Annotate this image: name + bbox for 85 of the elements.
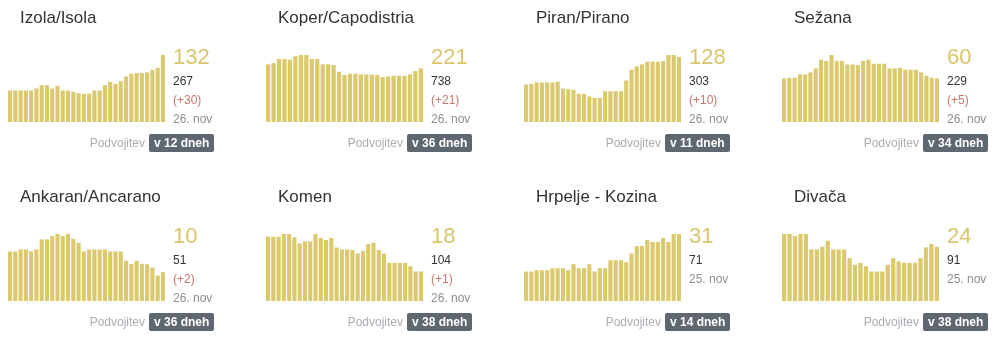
chart-title: Izola/Isola <box>20 8 98 27</box>
text: v 34 dneh <box>923 134 989 152</box>
text: 25. nov <box>947 272 987 286</box>
text: v 12 dneh <box>149 134 215 152</box>
bar <box>876 63 882 122</box>
bar <box>102 85 108 122</box>
text: 71 <box>689 253 703 267</box>
text: 51 <box>173 253 187 267</box>
bar <box>8 90 13 122</box>
bar <box>44 85 50 122</box>
bar <box>524 271 529 301</box>
chart-title: Koper/Capodistria <box>278 8 415 27</box>
text: 91 <box>947 253 961 267</box>
bar <box>897 67 903 122</box>
bar <box>676 57 681 122</box>
text: (+10) <box>689 93 718 107</box>
text: 26. nov <box>173 112 213 126</box>
text: Podvojitev <box>347 136 403 150</box>
bar <box>102 249 108 301</box>
bar <box>381 253 387 301</box>
bar <box>65 234 71 301</box>
bar <box>302 241 308 301</box>
text: (+2) <box>173 272 195 286</box>
text: (+30) <box>173 93 202 107</box>
chart-title: Piran/Pirano <box>536 8 630 27</box>
text: Podvojitev <box>605 315 661 329</box>
bar <box>160 55 165 122</box>
text: 31 <box>689 223 714 248</box>
chart-title: Divača <box>794 187 847 206</box>
text: (+21) <box>431 93 460 107</box>
text: 132 <box>173 44 210 69</box>
text: 128 <box>689 44 726 69</box>
text: v 11 dneh <box>665 134 730 152</box>
text: 738 <box>431 74 452 88</box>
text: 25. nov <box>689 272 729 286</box>
bar <box>65 90 71 122</box>
text: v 38 dneh <box>407 313 473 331</box>
text: 221 <box>431 44 468 69</box>
text: 26. nov <box>431 112 471 126</box>
chart-title: Ankaran/Ancarano <box>20 187 161 206</box>
bar <box>8 251 13 301</box>
bar <box>418 271 423 301</box>
chart-title: Komen <box>278 187 332 206</box>
bar <box>266 236 271 301</box>
bar <box>782 78 787 122</box>
text: 104 <box>431 253 452 267</box>
text: 267 <box>173 74 194 88</box>
text: Podvojitev <box>863 315 919 329</box>
bar <box>123 76 129 122</box>
text: 26. nov <box>173 291 213 305</box>
bar <box>839 61 845 122</box>
bar <box>560 268 566 301</box>
text: 229 <box>947 74 968 88</box>
text: v 38 dneh <box>923 313 989 331</box>
text: Podvojitev <box>347 315 403 329</box>
text: 26. nov <box>689 112 729 126</box>
bar <box>676 234 681 301</box>
bar <box>44 239 50 301</box>
bar <box>618 260 624 301</box>
text: 10 <box>173 223 198 248</box>
text: 18 <box>431 223 456 248</box>
bar <box>934 78 939 122</box>
text: (+5) <box>947 93 969 107</box>
text: 24 <box>947 223 972 248</box>
text: Podvojitev <box>605 136 661 150</box>
text: 26. nov <box>431 291 471 305</box>
text: v 14 dneh <box>665 313 731 331</box>
text: 303 <box>689 74 710 88</box>
bar <box>581 268 587 301</box>
text: v 36 dneh <box>407 134 473 152</box>
bar <box>524 84 529 122</box>
text: 26. nov <box>947 112 987 126</box>
bar <box>581 93 587 122</box>
bar <box>639 64 645 122</box>
text: Podvojitev <box>89 315 145 329</box>
text: (+1) <box>431 272 453 286</box>
text: Podvojitev <box>863 136 919 150</box>
chart-title: Sežana <box>794 8 853 27</box>
text: 60 <box>947 44 972 69</box>
chart-title: Hrpelje - Kozina <box>536 187 658 206</box>
text: Podvojitev <box>89 136 145 150</box>
bar <box>323 240 329 301</box>
bar <box>818 59 824 122</box>
text: v 36 dneh <box>149 313 215 331</box>
bar <box>160 272 165 301</box>
